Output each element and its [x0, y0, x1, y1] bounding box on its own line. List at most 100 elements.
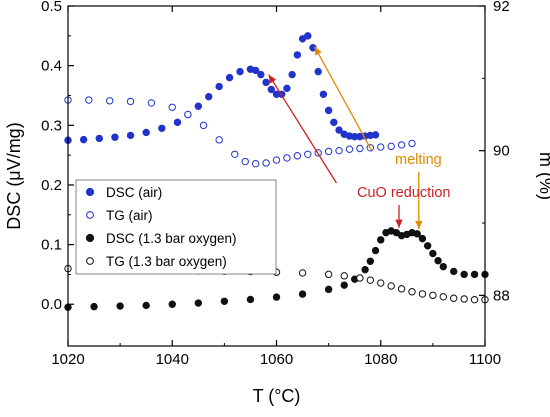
legend: DSC (air) TG (air) DSC (1.3 bar oxygen) TG … — [75, 179, 277, 275]
data-point — [340, 272, 348, 280]
data-point — [298, 290, 307, 298]
data-point — [95, 134, 103, 143]
data-point — [90, 302, 98, 311]
data-point — [257, 70, 265, 79]
data-point — [377, 236, 385, 244]
data-point — [324, 285, 333, 294]
data-point — [215, 82, 223, 91]
y-left-tick-label: 0.3 — [41, 117, 62, 134]
data-point — [251, 160, 260, 168]
data-point — [371, 131, 380, 139]
data-point — [283, 154, 291, 162]
y-left-axis-label: DSC (μV/mg) — [4, 122, 24, 229]
data-point — [335, 146, 343, 155]
data-point — [429, 291, 437, 300]
series-0 — [64, 32, 380, 144]
data-point — [377, 143, 385, 151]
data-point — [283, 84, 291, 93]
data-point — [450, 267, 458, 276]
data-point — [173, 118, 182, 127]
x-tick-label: 1040 — [156, 351, 189, 368]
data-point — [387, 142, 395, 151]
data-point — [168, 103, 176, 111]
data-point — [267, 85, 275, 94]
data-point — [298, 269, 307, 277]
data-point — [111, 133, 119, 141]
data-point — [319, 90, 328, 98]
data-point — [418, 290, 427, 298]
cuo-arrow-upper-shaft — [268, 74, 337, 184]
data-point — [335, 126, 343, 134]
data-point — [199, 121, 208, 130]
data-point — [194, 299, 203, 307]
data-point — [377, 279, 385, 287]
y-right-tick-label: 88 — [493, 287, 510, 304]
legend-box — [75, 179, 277, 275]
data-point — [366, 257, 375, 265]
data-point — [126, 97, 135, 106]
y-right-axis-label: m (%) — [536, 152, 550, 200]
x-tick-label: 1080 — [364, 351, 397, 368]
y-left-tick-label: 0.2 — [41, 177, 62, 194]
data-point — [184, 110, 192, 119]
data-point — [194, 102, 203, 110]
data-point — [262, 159, 270, 167]
x-tick-label: 1060 — [260, 351, 293, 368]
data-point — [371, 246, 380, 255]
data-point — [356, 274, 364, 282]
data-point — [450, 294, 458, 302]
data-point — [345, 145, 354, 153]
data-point — [397, 285, 406, 293]
x-axis-label: T (°C) — [253, 386, 301, 406]
data-point — [366, 276, 375, 284]
legend-marker — [85, 233, 95, 243]
y-right-tick-label: 90 — [493, 143, 510, 160]
data-point — [397, 141, 406, 149]
legend-label: DSC (air) — [106, 185, 162, 200]
melting-arrow-lower-head — [415, 220, 423, 230]
data-point — [225, 73, 234, 82]
data-point — [236, 67, 244, 76]
data-point — [205, 92, 213, 101]
x-tick-label: 1020 — [51, 351, 84, 368]
data-point — [288, 70, 296, 79]
legend-label: TG (air) — [106, 208, 153, 223]
data-point — [423, 242, 432, 250]
data-point — [168, 300, 176, 308]
legend-marker — [86, 257, 94, 265]
data-point — [314, 67, 322, 76]
data-point — [241, 157, 249, 166]
data-point — [434, 257, 442, 265]
data-point — [304, 32, 312, 40]
data-point — [231, 150, 239, 158]
data-point — [251, 66, 260, 75]
data-point — [220, 297, 229, 305]
data-point — [147, 99, 156, 107]
data-point — [460, 270, 468, 279]
data-point — [470, 270, 479, 279]
cuo-arrow-upper-head — [268, 74, 277, 84]
data-point — [142, 128, 150, 137]
y-left-tick-label: 0.1 — [41, 237, 62, 254]
annotation-melting: melting — [395, 152, 442, 168]
series-1 — [64, 96, 416, 168]
data-point — [246, 295, 255, 304]
data-point — [293, 152, 302, 160]
data-point — [116, 302, 124, 310]
annotation-cuo-reduction: CuO reduction — [357, 185, 451, 201]
data-point — [460, 295, 468, 303]
data-point — [324, 147, 333, 156]
y-left-tick-label: 0.4 — [41, 58, 62, 75]
data-point — [158, 124, 166, 132]
data-point — [304, 150, 312, 158]
x-tick-label: 1100 — [469, 351, 501, 368]
data-point — [361, 265, 369, 274]
data-point — [324, 106, 333, 115]
data-point — [429, 249, 437, 258]
data-point — [272, 293, 281, 301]
data-point — [293, 51, 302, 59]
data-point — [413, 230, 421, 238]
legend-marker — [85, 187, 95, 197]
